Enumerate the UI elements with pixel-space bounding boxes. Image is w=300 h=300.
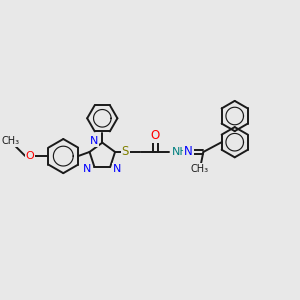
Text: CH₃: CH₃ bbox=[2, 136, 20, 146]
Text: O: O bbox=[26, 151, 34, 161]
Text: O: O bbox=[151, 129, 160, 142]
Text: N: N bbox=[113, 164, 122, 174]
Text: CH₃: CH₃ bbox=[190, 164, 209, 173]
Text: NH: NH bbox=[172, 147, 189, 157]
Text: N: N bbox=[83, 164, 92, 174]
Text: N: N bbox=[184, 146, 193, 158]
Text: S: S bbox=[122, 146, 129, 158]
Text: N: N bbox=[89, 136, 98, 146]
